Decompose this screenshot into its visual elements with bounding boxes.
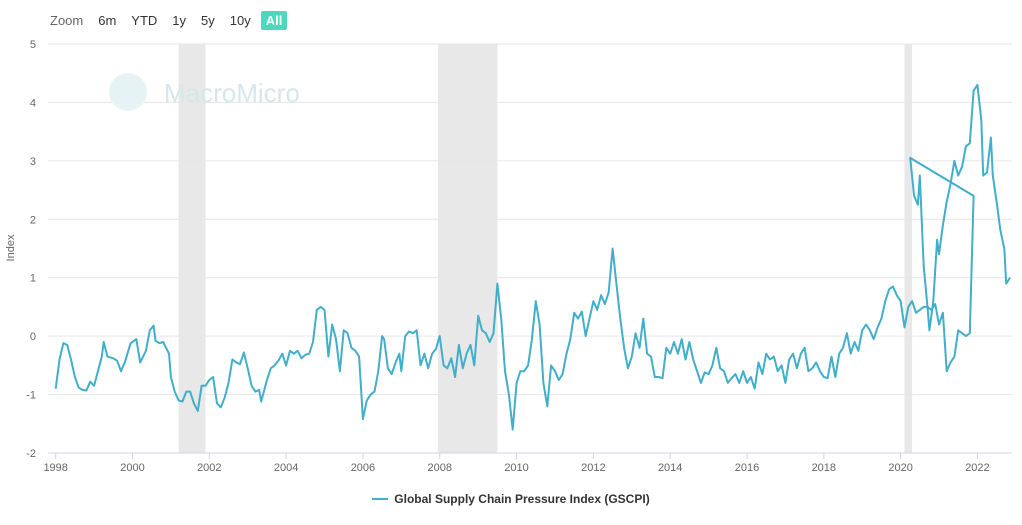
y-tick-label: 3 xyxy=(30,156,36,168)
zoom-all-button[interactable]: All xyxy=(260,10,288,30)
x-tick-label: 2014 xyxy=(658,462,682,474)
x-tick-label: 1998 xyxy=(43,462,67,474)
x-axis-ticks: 1998 2000 2002 2004 2006 2008 2010 2012 2014 2016… xyxy=(43,453,990,474)
watermark-logo-icon xyxy=(109,73,147,111)
zoom-label: Zoom xyxy=(50,12,84,28)
recession-shading xyxy=(178,44,913,453)
x-tick-label: 2012 xyxy=(581,462,605,474)
gridlines xyxy=(48,43,1012,454)
zoom-toolbar: Zoom 6m YTD 1y 5y 10y All xyxy=(44,9,292,31)
x-tick-label: 2016 xyxy=(735,462,759,474)
recession-band-2 xyxy=(904,44,913,453)
gscpi-line-chart: MacroMicro -2 -1 0 1 2 3 4 5 1998 2000 2002 2004 20… xyxy=(5,39,1012,474)
legend-swatch xyxy=(372,498,389,500)
x-tick-label: 2018 xyxy=(812,462,836,474)
zoom-10y-button[interactable]: 10y xyxy=(229,12,251,28)
y-tick-label: 1 xyxy=(30,273,36,285)
y-tick-label: 4 xyxy=(30,97,36,109)
y-tick-label: -2 xyxy=(26,448,36,460)
y-tick-label: -1 xyxy=(26,390,36,402)
series-layer xyxy=(54,83,1011,431)
x-tick-label: 2010 xyxy=(504,462,528,474)
watermark-text: MacroMicro xyxy=(164,78,300,108)
x-tick-label: 2020 xyxy=(888,462,912,474)
x-tick-label: 2008 xyxy=(428,462,452,474)
legend[interactable]: Global Supply Chain Pressure Index (GSCP… xyxy=(0,492,1022,506)
recession-band-0 xyxy=(178,44,206,453)
y-axis-ticks: -2 -1 0 1 2 3 4 5 xyxy=(26,39,36,460)
y-tick-label: 5 xyxy=(30,39,36,51)
y-tick-label: 0 xyxy=(30,331,36,343)
zoom-1y-button[interactable]: 1y xyxy=(172,12,187,28)
x-tick-label: 2006 xyxy=(351,462,375,474)
zoom-5y-button[interactable]: 5y xyxy=(201,12,215,28)
x-tick-label: 2000 xyxy=(120,462,144,474)
legend-label: Global Supply Chain Pressure Index (GSCP… xyxy=(394,492,650,506)
y-axis-title: Index xyxy=(5,234,17,261)
zoom-6m-button[interactable]: 6m xyxy=(98,12,117,28)
watermark: MacroMicro xyxy=(109,73,300,111)
x-tick-label: 2002 xyxy=(197,462,221,474)
x-tick-label: 2022 xyxy=(965,462,989,474)
zoom-ytd-button[interactable]: YTD xyxy=(131,12,158,28)
x-tick-label: 2004 xyxy=(274,462,298,474)
y-tick-label: 2 xyxy=(30,214,36,226)
recession-band-1 xyxy=(437,44,498,453)
series-line-gscpi[interactable] xyxy=(54,83,1011,431)
